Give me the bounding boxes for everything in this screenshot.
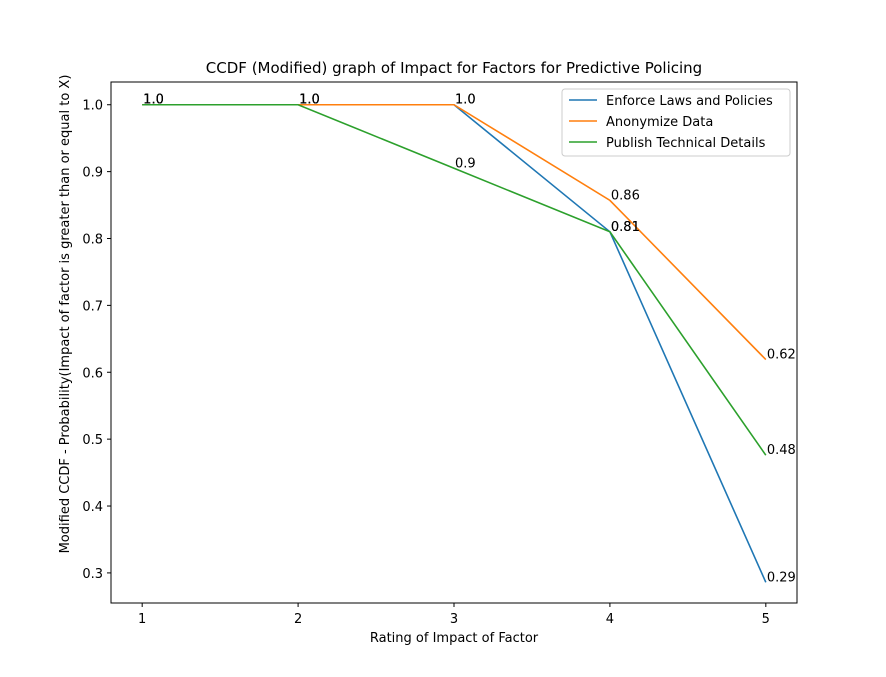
x-tick-label: 4 [606, 612, 614, 627]
data-label: 0.62 [767, 348, 796, 363]
data-label: 1.0 [299, 93, 320, 108]
x-tick-label: 5 [762, 612, 770, 627]
y-tick-label: 0.4 [82, 500, 103, 515]
legend-label-2: Anonymize Data [606, 115, 713, 130]
y-tick-label: 0.3 [82, 567, 103, 582]
legend-label-1: Enforce Laws and Policies [606, 94, 773, 109]
y-tick-label: 0.5 [82, 433, 103, 448]
data-label: 1.0 [299, 93, 320, 108]
plot-frame [110, 81, 798, 604]
y-tick-label: 0.8 [82, 233, 103, 248]
data-label: 0.48 [767, 443, 796, 458]
data-labels: 1.0 1.0 1.00.810.291.0 1.0 1.00.860.621.0 1.0… [143, 93, 796, 586]
data-label: 0.9 [455, 156, 476, 171]
data-label: 0.81 [611, 220, 640, 235]
axis-ticks: 1 2 3 4 5 0.3 0.4 0.5 0.6 0.7 0.8 0.9 1.0 [82, 99, 770, 627]
y-tick-label: 0.9 [82, 166, 103, 181]
data-label: 0.86 [611, 188, 640, 203]
data-label: 0.29 [767, 570, 796, 585]
series-line-3 [142, 103, 767, 456]
legend: Enforce Laws and Policies Anonymize Data P… [561, 88, 791, 157]
x-axis-label: Rating of Impact of Factor [370, 631, 539, 646]
y-axis-label: Modified CCDF - Probability(Impact of fa… [58, 75, 73, 554]
data-label: 1.0 [455, 93, 476, 108]
plot-area: 1 2 3 4 5 0.3 0.4 0.5 0.6 0.7 0.8 0.9 1.0 1.0 1.0 1.0 0… [82, 81, 798, 627]
legend-label-3: Publish Technical Details [606, 136, 766, 151]
y-tick-label: 0.6 [82, 366, 103, 381]
data-label: 1.0 [143, 93, 164, 108]
legend-box [561, 88, 791, 157]
y-tick-label: 1.0 [82, 99, 103, 114]
chart-title: CCDF (Modified) graph of Impact for Fact… [206, 59, 702, 77]
data-label: 1.0 [143, 93, 164, 108]
series-lines [142, 103, 767, 583]
x-tick-label: 1 [138, 612, 146, 627]
x-tick-label: 3 [450, 612, 458, 627]
data-label: 1.0 [143, 93, 164, 108]
data-label: 1.0 [455, 93, 476, 108]
y-tick-label: 0.7 [82, 299, 103, 314]
data-label: 0.81 [611, 220, 640, 235]
data-label: 1.0 [299, 93, 320, 108]
x-tick-label: 2 [294, 612, 302, 627]
